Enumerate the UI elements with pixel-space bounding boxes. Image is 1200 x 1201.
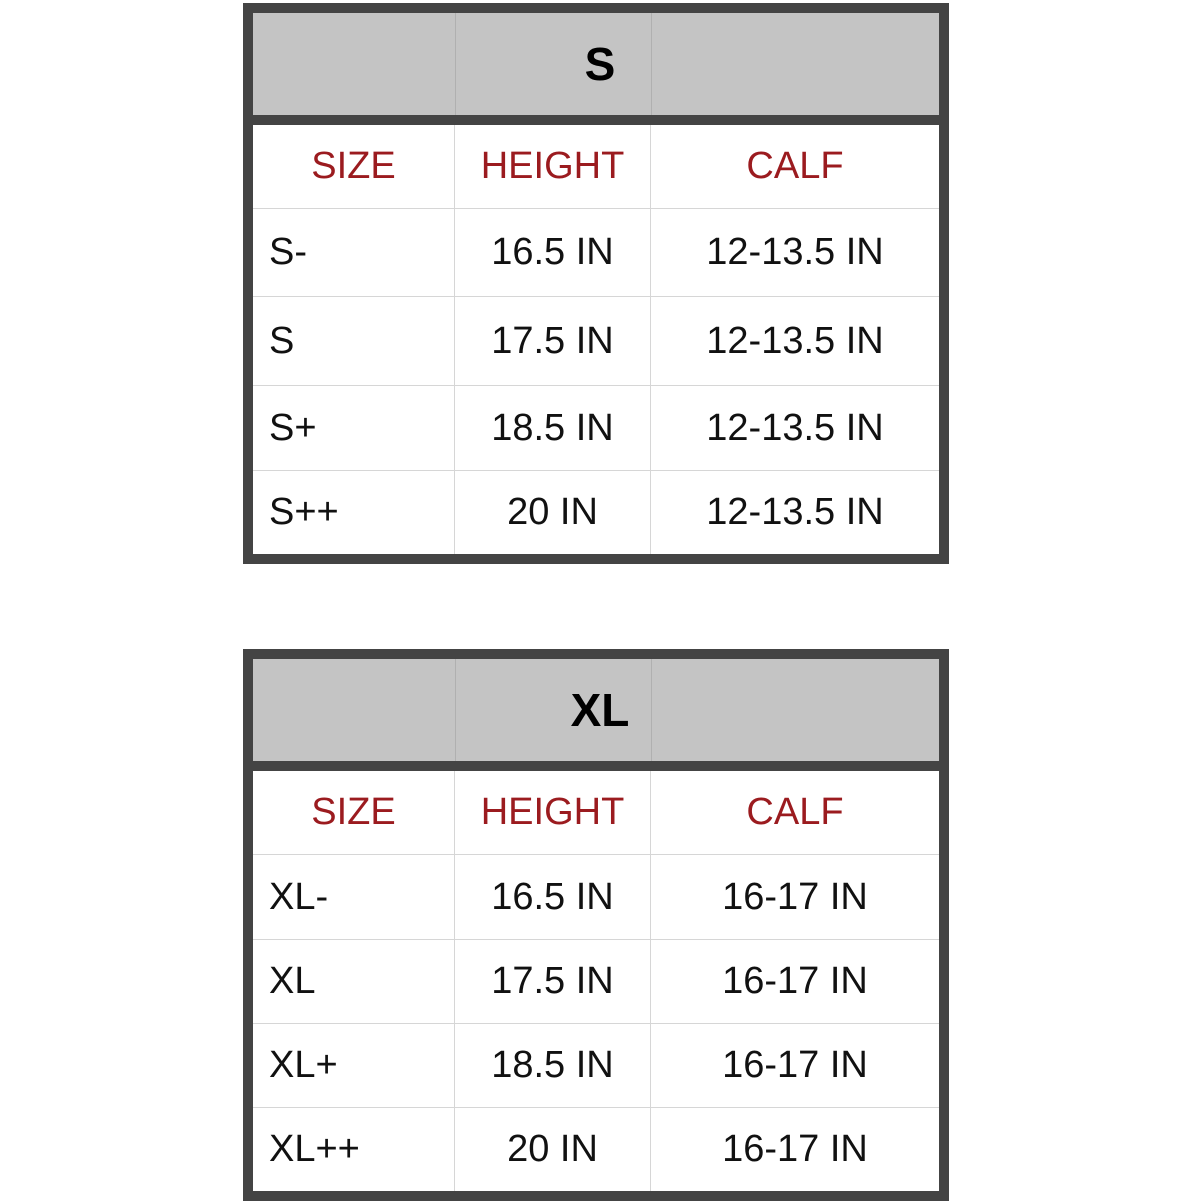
table-cell: 12-13.5 IN — [706, 231, 884, 273]
column-header: SIZE — [253, 125, 455, 208]
table-cell: 17.5 IN — [455, 940, 651, 1023]
table-cell: 17.5 IN — [455, 297, 651, 385]
table-cell: S- — [253, 209, 455, 296]
column-header: HEIGHT — [455, 771, 651, 854]
table-cell: XL++ — [253, 1108, 455, 1191]
table-cell: 12-13.5 IN — [706, 491, 884, 533]
table-cell: XL — [253, 940, 455, 1023]
table-cell: S++ — [253, 471, 455, 554]
table-title-row: XL — [253, 659, 939, 771]
column-header-row: SIZE HEIGHT CALF — [253, 771, 939, 854]
table-row: S- 16.5 IN 12-13.5 IN — [253, 208, 939, 296]
table-cell: 16.5 IN — [455, 209, 651, 296]
table-row: S 17.5 IN 12-13.5 IN — [253, 296, 939, 385]
table-cell: 18.5 IN — [455, 1024, 651, 1107]
table-cell: 16-17 IN — [722, 875, 868, 918]
table-row: S++ 20 IN 12-13.5 IN — [253, 470, 939, 554]
table-cell: XL+ — [253, 1024, 455, 1107]
table-cell: XL- — [253, 855, 455, 939]
table-cell: 12-13.5 IN — [706, 406, 884, 449]
table-cell: 16-17 IN — [722, 1128, 868, 1170]
table-title: XL — [570, 684, 630, 736]
table-row: XL 17.5 IN 16-17 IN — [253, 939, 939, 1023]
column-header: CALF — [746, 791, 844, 833]
table-row: XL- 16.5 IN 16-17 IN — [253, 854, 939, 939]
column-header: CALF — [746, 145, 844, 187]
table-cell: S — [253, 297, 455, 385]
column-header: HEIGHT — [455, 125, 651, 208]
table-cell: 16-17 IN — [722, 960, 868, 1002]
table-cell: 20 IN — [455, 1108, 651, 1191]
size-table-s: S SIZE HEIGHT CALF S- 16.5 IN 12-13.5 IN S 17.5 … — [243, 3, 949, 564]
column-header: SIZE — [253, 771, 455, 854]
table-cell: 20 IN — [455, 471, 651, 554]
table-row: S+ 18.5 IN 12-13.5 IN — [253, 385, 939, 470]
table-cell: S+ — [253, 386, 455, 470]
table-row: XL++ 20 IN 16-17 IN — [253, 1107, 939, 1191]
table-title: S — [584, 38, 616, 90]
table-cell: 16-17 IN — [722, 1044, 868, 1086]
table-title-row: S — [253, 13, 939, 125]
table-cell: 12-13.5 IN — [706, 319, 884, 362]
table-row: XL+ 18.5 IN 16-17 IN — [253, 1023, 939, 1107]
table-cell: 18.5 IN — [455, 386, 651, 470]
column-header-row: SIZE HEIGHT CALF — [253, 125, 939, 208]
size-table-xl: XL SIZE HEIGHT CALF XL- 16.5 IN 16-17 IN XL 17.5… — [243, 649, 949, 1201]
table-cell: 16.5 IN — [455, 855, 651, 939]
